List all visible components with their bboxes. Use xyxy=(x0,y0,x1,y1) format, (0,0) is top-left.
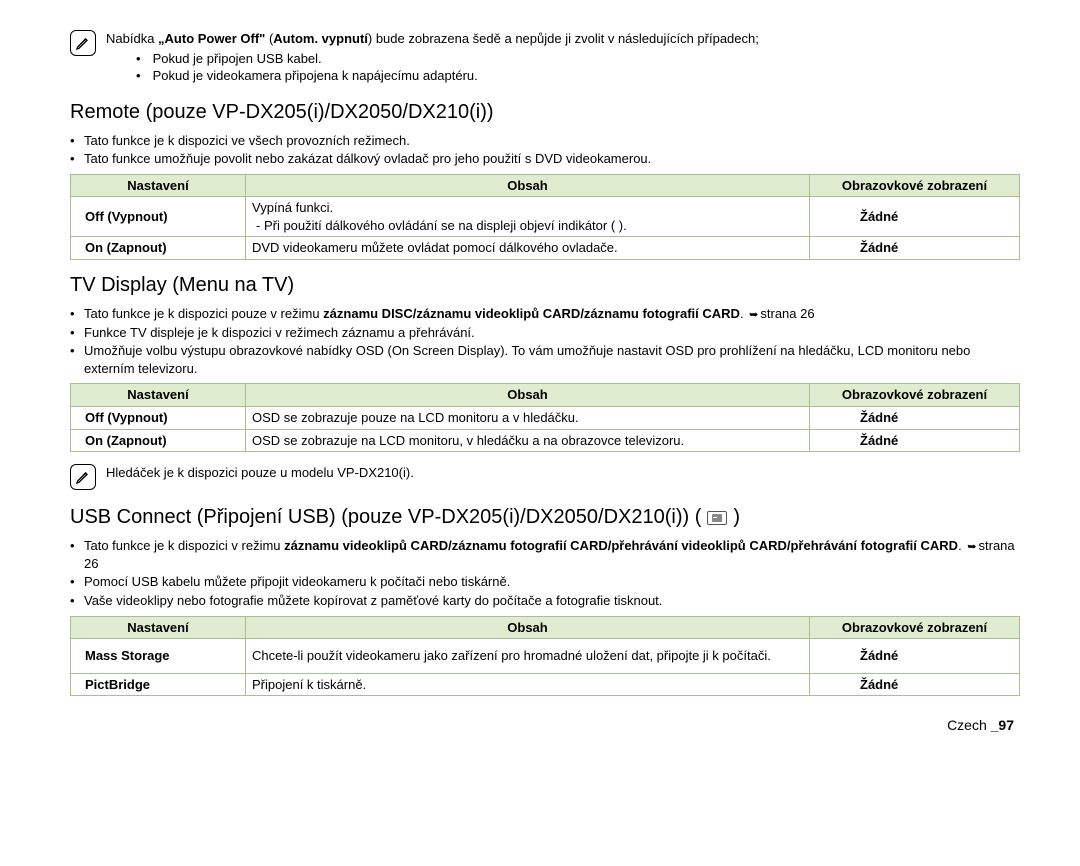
table-cell: Žádné xyxy=(810,639,1020,674)
remote-heading: Remote (pouze VP-DX205(i)/DX2050/DX210(i… xyxy=(70,99,1020,126)
table-header: Obrazovkové zobrazení xyxy=(810,384,1020,407)
bullet-item: Tato funkce je k dispozici v režimu zázn… xyxy=(84,537,1020,572)
table-cell: Žádné xyxy=(810,429,1020,452)
remote-table: Nastavení Obsah Obrazovkové zobrazení Of… xyxy=(70,174,1020,260)
table-cell: OSD se zobrazuje pouze na LCD monitoru a… xyxy=(246,406,810,429)
tv-table: Nastavení Obsah Obrazovkové zobrazení Of… xyxy=(70,383,1020,452)
table-cell: Žádné xyxy=(810,237,1020,260)
table-header: Obsah xyxy=(246,616,810,639)
table-header: Obsah xyxy=(246,384,810,407)
table-cell: Žádné xyxy=(810,406,1020,429)
bullet-item: Funkce TV displeje je k dispozici v reži… xyxy=(84,324,1020,342)
table-row: On (Zapnout) DVD videokameru můžete ovlá… xyxy=(71,237,1020,260)
pencil-note-icon xyxy=(70,30,96,56)
info-note: Nabídka „Auto Power Off" (Autom. vypnutí… xyxy=(70,30,1020,85)
table-row: Mass Storage Chcete-li použít videokamer… xyxy=(71,639,1020,674)
usb-heading: USB Connect (Připojení USB) (pouze VP-DX… xyxy=(70,504,1020,531)
info-note: Hledáček je k dispozici pouze u modelu V… xyxy=(70,464,1020,490)
note-text: Nabídka „Auto Power Off" (Autom. vypnutí… xyxy=(106,30,1020,48)
card-icon xyxy=(707,511,727,525)
table-row: On (Zapnout) OSD se zobrazuje na LCD mon… xyxy=(71,429,1020,452)
bullet-item: Pomocí USB kabelu můžete připojit videok… xyxy=(84,573,1020,591)
table-row: PictBridge Připojení k tiskárně. Žádné xyxy=(71,673,1020,696)
bullet-item: Tato funkce je k dispozici ve všech prov… xyxy=(84,132,1020,150)
table-cell: Off (Vypnout) xyxy=(71,197,246,237)
table-cell: OSD se zobrazuje na LCD monitoru, v hled… xyxy=(246,429,810,452)
table-header: Obsah xyxy=(246,174,810,197)
table-cell: Žádné xyxy=(810,673,1020,696)
table-cell: Připojení k tiskárně. xyxy=(246,673,810,696)
table-cell: Žádné xyxy=(810,197,1020,237)
table-row: Off (Vypnout) Vypíná funkci. Při použití… xyxy=(71,197,1020,237)
bullet-item: Umožňuje volbu výstupu obrazovkové nabíd… xyxy=(84,342,1020,377)
page-footer: Czech _97 xyxy=(70,716,1020,735)
table-cell: On (Zapnout) xyxy=(71,237,246,260)
table-cell: On (Zapnout) xyxy=(71,429,246,452)
table-cell: Vypíná funkci. Při použití dálkového ovl… xyxy=(246,197,810,237)
note-sub-bullet: Pokud je videokamera připojena k napájec… xyxy=(136,67,1020,85)
note-text: Hledáček je k dispozici pouze u modelu V… xyxy=(106,464,1020,482)
bullet-item: Tato funkce umožňuje povolit nebo zakáza… xyxy=(84,150,1020,168)
bullet-item: Tato funkce je k dispozici pouze v režim… xyxy=(84,305,1020,323)
table-cell: Chcete-li použít videokameru jako zaříze… xyxy=(246,639,810,674)
table-header: Nastavení xyxy=(71,174,246,197)
table-header: Nastavení xyxy=(71,384,246,407)
table-header: Nastavení xyxy=(71,616,246,639)
table-row: Off (Vypnout) OSD se zobrazuje pouze na … xyxy=(71,406,1020,429)
table-cell: PictBridge xyxy=(71,673,246,696)
table-header: Obrazovkové zobrazení xyxy=(810,616,1020,639)
usb-table: Nastavení Obsah Obrazovkové zobrazení Ma… xyxy=(70,616,1020,697)
bullet-item: Vaše videoklipy nebo fotografie můžete k… xyxy=(84,592,1020,610)
table-cell: Off (Vypnout) xyxy=(71,406,246,429)
table-cell: DVD videokameru můžete ovládat pomocí dá… xyxy=(246,237,810,260)
tv-heading: TV Display (Menu na TV) xyxy=(70,272,1020,299)
table-cell: Mass Storage xyxy=(71,639,246,674)
note-sub-bullet: Pokud je připojen USB kabel. xyxy=(136,50,1020,68)
table-header: Obrazovkové zobrazení xyxy=(810,174,1020,197)
pencil-note-icon xyxy=(70,464,96,490)
